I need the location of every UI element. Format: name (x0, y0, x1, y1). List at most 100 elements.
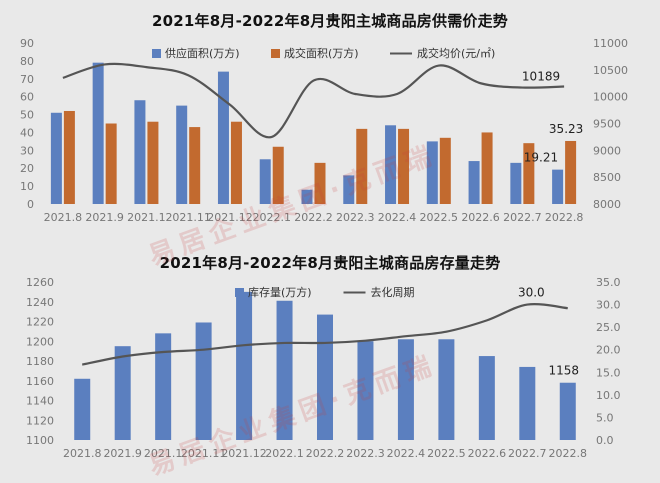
legend-swatch (152, 49, 161, 58)
x-tick-label: 2022.3 (346, 447, 385, 460)
bar-a (134, 100, 146, 204)
bar-a (385, 125, 397, 204)
bar-b (481, 132, 493, 204)
bar-b (189, 127, 201, 204)
x-tick-label: 2022.1 (265, 447, 304, 460)
y-right-tick-label: 0.0 (596, 434, 614, 447)
data-label: 30.0 (518, 286, 545, 300)
x-tick-label: 2021.1 (127, 211, 166, 224)
bar-a (357, 341, 374, 440)
data-label: 1158 (548, 364, 579, 378)
supply-demand-price-chart: 0 10 20 30 40 50 60 70 80 90 8000 8500 9000 9500 10000… (0, 0, 660, 236)
legend-label: 供应面积(万方) (165, 46, 240, 60)
y-left-tick-label: 1120 (26, 414, 54, 427)
bar-a (301, 189, 313, 204)
bar-b (356, 128, 368, 204)
bar-a (343, 175, 355, 204)
bar-a (176, 105, 188, 204)
y-right-tick-label: 10000 (593, 91, 628, 104)
y-right-tick-label: 35.0 (596, 276, 621, 289)
bar-b (439, 137, 451, 204)
x-tick-label: 2022.1 (252, 211, 291, 224)
x-tick-label: 2022.8 (549, 447, 588, 460)
y-right-tick-label: 9000 (593, 144, 621, 157)
y-left-tick-label: 1240 (26, 296, 54, 309)
y-left-tick-label: 1260 (26, 276, 54, 289)
bar-a (276, 300, 293, 440)
data-label: 10189 (522, 70, 560, 84)
bar-b (523, 143, 535, 204)
y-left-tick-label: 1140 (26, 395, 54, 408)
y-left-tick-label: 0 (27, 198, 34, 211)
data-label: 19.21 (524, 151, 558, 165)
y-left-tick-label: 1100 (26, 434, 54, 447)
bar-b (230, 121, 242, 204)
bar-b (272, 146, 284, 204)
bar-a (397, 339, 414, 440)
bar-a (155, 333, 172, 440)
bar-b (565, 140, 577, 204)
bar-a (519, 366, 536, 440)
y-right-tick-label: 20.0 (596, 344, 621, 357)
y-right-tick-label: 5.0 (596, 411, 614, 424)
bar-b (314, 162, 326, 204)
y-right-tick-label: 9500 (593, 118, 621, 131)
x-tick-label: 2022.2 (306, 447, 345, 460)
y-left-tick-label: 70 (20, 73, 34, 86)
bar-a (478, 356, 495, 440)
y-right-tick-label: 8500 (593, 171, 621, 184)
bar-b (63, 110, 75, 204)
x-tick-label: 2022.2 (294, 211, 333, 224)
bar-a (92, 62, 104, 204)
x-tick-label: 2022.5 (420, 211, 459, 224)
bar-a (426, 141, 438, 204)
legend-swatch (271, 49, 280, 58)
x-tick-label: 2021.11 (165, 211, 211, 224)
chart-title-bottom: 2021年8月-2022年8月贵阳主城商品房存量走势 (159, 254, 501, 272)
y-left-tick-label: 80 (20, 55, 34, 68)
x-tick-label: 2021.8 (63, 447, 102, 460)
bar-a (510, 162, 522, 204)
x-tick-label: 2021.9 (103, 447, 142, 460)
y-left-tick-label: 30 (20, 144, 34, 157)
bar-a (195, 322, 212, 440)
y-left-tick-label: 10 (20, 180, 34, 193)
y-right-tick-label: 30.0 (596, 299, 621, 312)
chart-title-top: 2021年8月-2022年8月贵阳主城商品房供需价走势 (152, 12, 508, 30)
bar-a (74, 378, 91, 440)
y-right-tick-label: 25.0 (596, 321, 621, 334)
legend-label: 成交面积(万方) (284, 46, 359, 60)
y-right-tick-label: 8000 (593, 198, 621, 211)
bar-a (259, 159, 271, 204)
legend-label: 成交均价(元/㎡) (417, 46, 495, 60)
x-tick-label: 2021.12 (207, 211, 253, 224)
x-tick-label: 2022.3 (336, 211, 375, 224)
legend-swatch (235, 288, 244, 297)
y-left-tick-label: 60 (20, 91, 34, 104)
inventory-chart: 1100 1120 1140 1160 1180 1200 1220 1240 1260 0.0 5… (0, 240, 660, 472)
bar-b (105, 123, 117, 204)
bar-a (438, 339, 455, 440)
bar-a (317, 314, 333, 440)
bar-b (147, 121, 159, 204)
x-tick-label: 2021.11 (181, 447, 227, 460)
y-left-tick-label: 1220 (26, 316, 54, 329)
x-tick-label: 2021.8 (44, 211, 83, 224)
x-tick-label: 2021.12 (221, 447, 267, 460)
legend-label: 库存量(万方) (248, 285, 312, 299)
bar-a (217, 71, 229, 204)
bar-a (468, 161, 480, 204)
y-right-tick-label: 10.0 (596, 389, 621, 402)
bar-b (398, 128, 410, 204)
bar-a (236, 291, 253, 440)
bar-a (552, 169, 564, 204)
y-right-tick-label: 11000 (593, 37, 628, 50)
x-tick-label: 2022.8 (545, 211, 584, 224)
x-tick-label: 2021.9 (85, 211, 124, 224)
supply-demand-price-svg: 0 10 20 30 40 50 60 70 80 90 8000 8500 9000 9500 10000… (20, 37, 628, 224)
y-left-tick-label: 40 (20, 126, 34, 139)
x-tick-label: 2022.7 (508, 447, 547, 460)
y-left-tick-label: 90 (20, 37, 34, 50)
x-tick-label: 2022.7 (503, 211, 542, 224)
legend-label: 去化周期 (371, 285, 415, 299)
